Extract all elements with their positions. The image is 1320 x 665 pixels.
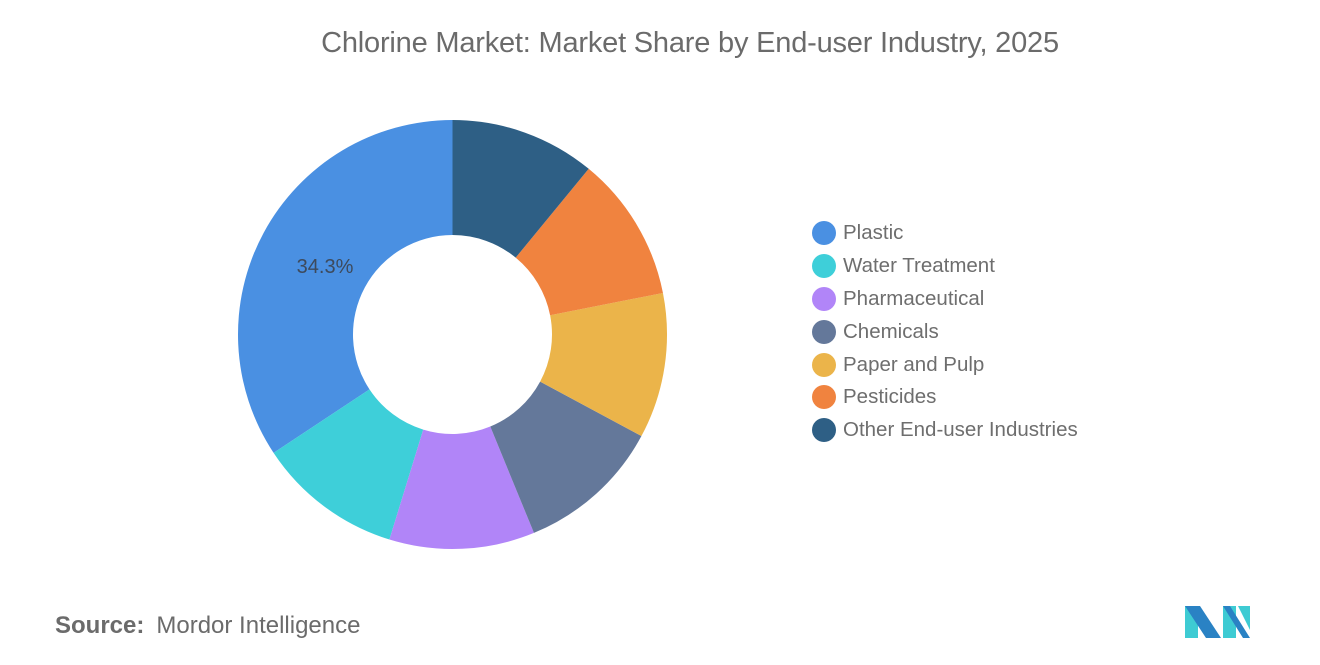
legend-marker-icon [812,286,836,311]
donut-slice-other-end-user-industries[interactable] [452,120,589,258]
legend-item[interactable]: Paper and Pulp [812,348,1078,381]
legend-marker-icon [812,319,836,344]
legend-item[interactable]: Water Treatment [812,250,1078,283]
donut-slice-pesticides[interactable] [515,168,663,316]
legend-label: Paper and Pulp [843,352,985,376]
legend-label: Other End-user Industries [843,418,1078,442]
legend-marker-icon [812,221,836,246]
donut-slice-paper-and-pulp[interactable] [540,292,667,437]
legend-label: Plastic [843,221,904,245]
legend-item[interactable]: Other End-user Industries [812,414,1078,447]
mordor-intelligence-logo-icon [1183,603,1253,646]
legend-marker-icon [812,352,836,377]
source-key: Source: [55,612,145,639]
legend-marker-icon [812,254,836,279]
legend-label: Water Treatment [843,254,995,278]
legend-item[interactable]: Pesticides [812,381,1078,414]
chart-title: Chlorine Market: Market Share by End-use… [321,27,1059,59]
donut-slice-water-treatment[interactable] [273,389,424,540]
donut-slice-pharmaceutical[interactable] [389,426,534,549]
legend-item[interactable]: Pharmaceutical [812,283,1078,316]
slice-data-label: 34.3% [297,256,354,278]
legend-item[interactable]: Plastic [812,217,1078,250]
donut-slice-plastic[interactable] [238,120,453,453]
legend-marker-icon [812,418,836,443]
legend-item[interactable]: Chemicals [812,315,1078,348]
source-value: Mordor Intelligence [156,612,361,639]
chart-legend: Plastic Water Treatment Pharmaceutical Chem… [812,217,1078,447]
donut-slice-chemicals[interactable] [490,381,642,533]
legend-label: Chemicals [843,319,939,343]
legend-label: Pesticides [843,385,937,409]
legend-marker-icon [812,385,836,410]
source-note: Source: Mordor Intelligence [55,612,360,640]
legend-label: Pharmaceutical [843,286,985,310]
